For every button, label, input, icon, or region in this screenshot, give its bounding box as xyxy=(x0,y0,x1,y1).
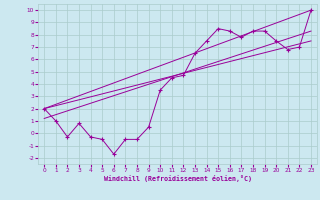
X-axis label: Windchill (Refroidissement éolien,°C): Windchill (Refroidissement éolien,°C) xyxy=(104,175,252,182)
